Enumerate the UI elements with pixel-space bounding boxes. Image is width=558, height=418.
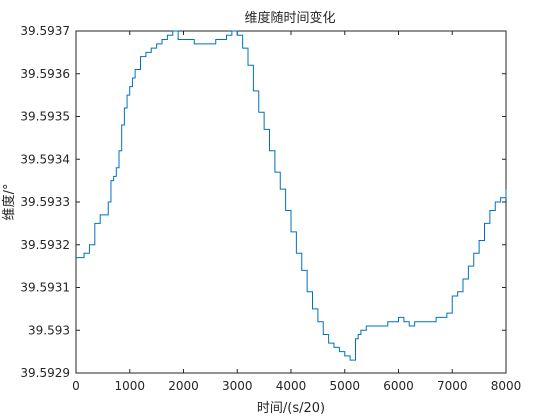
y-tick-label: 39.5931 [20,281,70,295]
y-axis: 39.5929 39.593 39.5931 39.5932 39.5933 39.593… [20,24,506,380]
y-tick-label: 39.5933 [20,195,70,209]
y-tick-label: 39.593 [28,323,70,337]
x-tick-label: 1000 [114,379,145,393]
plot-area: 0 1000 2000 3000 4000 5000 6000 7000 8000 39.592… [20,24,521,393]
x-tick-label: 4000 [276,379,307,393]
y-tick-label: 39.5936 [20,67,70,81]
x-tick-label: 2000 [168,379,199,393]
x-tick-label: 3000 [222,379,253,393]
y-tick-label: 39.5934 [20,152,70,166]
axes-box [75,30,507,374]
y-axis-label: 维度/° [1,184,17,221]
x-tick-label: 0 [72,379,80,393]
y-tick-label: 39.5935 [20,110,70,124]
latitude-series-line [76,30,507,361]
x-tick-label: 6000 [383,379,414,393]
y-tick-label: 39.5929 [20,366,70,380]
x-tick-label: 8000 [491,379,522,393]
x-axis: 0 1000 2000 3000 4000 5000 6000 7000 8000 [72,31,521,393]
y-tick-label: 39.5932 [20,238,70,252]
x-axis-label: 时间/(s/20) [257,401,325,416]
y-tick-label: 39.5937 [20,24,70,38]
chart-title: 维度随时间变化 [244,10,335,26]
x-tick-label: 5000 [329,379,360,393]
x-tick-label: 7000 [437,379,468,393]
